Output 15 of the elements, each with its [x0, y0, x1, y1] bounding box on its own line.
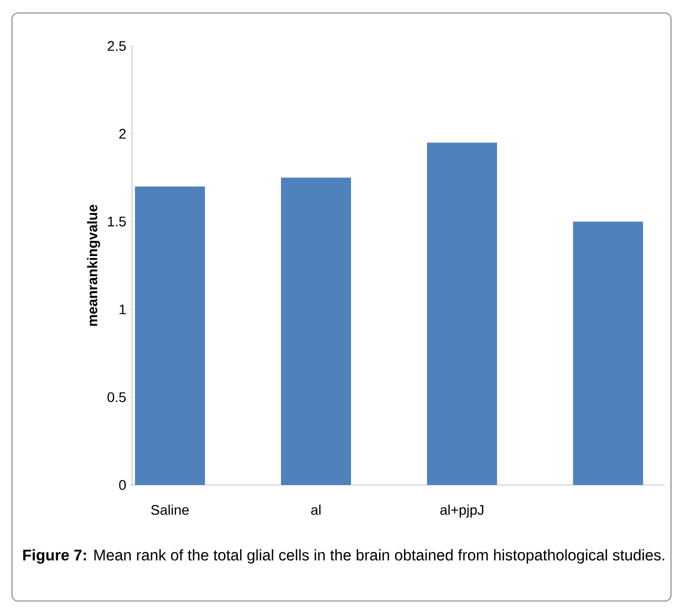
bar	[281, 178, 351, 485]
y-tick-label: 1	[120, 304, 126, 314]
text: Figure 7: Mean rank of the total glial cells in the brain obtained from histopathological studies.	[23, 549, 664, 564]
y-tick-label: 0	[119, 480, 126, 490]
y-tick-label: 0.5	[108, 392, 126, 402]
y-tick-label: 2	[119, 128, 126, 139]
bar	[134, 186, 205, 485]
bar	[573, 222, 644, 485]
y-axis-title: meanrankingvalue	[87, 204, 100, 326]
x-tick-label: al	[311, 504, 320, 515]
bar	[427, 142, 498, 485]
y-tick-label: 2.5	[108, 41, 126, 51]
y-tick-label: 1.5	[108, 216, 126, 226]
x-tick-label: Saline	[151, 504, 189, 515]
x-tick-label: al+pjpJ	[440, 504, 484, 518]
